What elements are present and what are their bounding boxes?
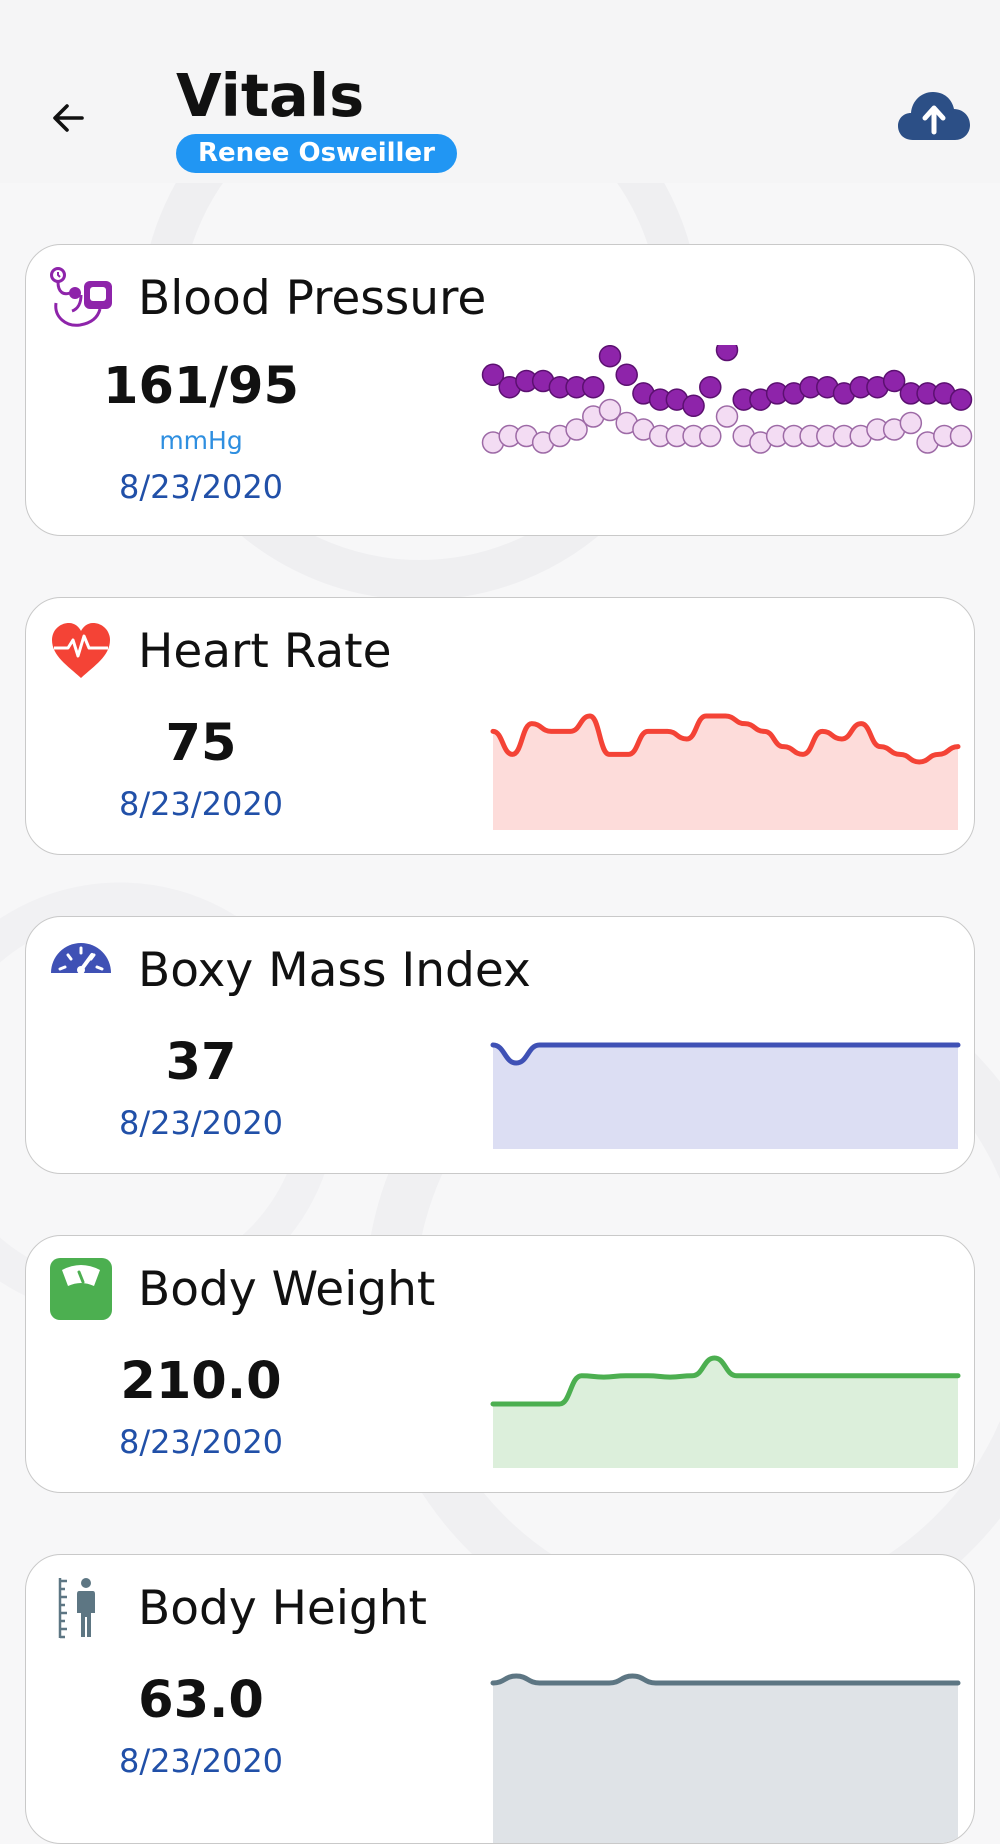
series-line	[490, 713, 961, 765]
blood-pressure-chart	[481, 345, 973, 454]
area-fill	[493, 716, 958, 830]
card-title: Blood Pressure	[138, 271, 487, 326]
blood-pressure-card[interactable]: Blood Pressure 161/95 mmHg 8/23/2020	[25, 244, 975, 536]
card-date: 8/23/2020	[118, 1104, 284, 1142]
card-title: Heart Rate	[138, 624, 392, 679]
card-date: 8/23/2020	[118, 1423, 284, 1461]
series-line	[490, 1042, 961, 1066]
bmi-chart	[490, 1042, 961, 1149]
systolic-point	[615, 363, 638, 387]
page-title: Vitals	[176, 61, 365, 130]
diastolic-point	[715, 405, 739, 428]
diastolic-point	[699, 424, 722, 448]
weight-scale-icon	[48, 1256, 114, 1322]
systolic-point	[481, 363, 505, 387]
card-title: Body Weight	[138, 1262, 436, 1317]
systolic-point	[949, 388, 973, 411]
series-line	[490, 1673, 961, 1686]
heart-pulse-icon	[48, 618, 114, 684]
card-value: 161/95	[102, 357, 300, 416]
card-value: 37	[165, 1033, 237, 1092]
card-value: 210.0	[120, 1352, 282, 1411]
patient-name-badge: Renee Osweiller	[176, 134, 457, 173]
card-date: 8/23/2020	[118, 468, 284, 506]
systolic-point	[699, 375, 722, 399]
area-fill	[493, 1045, 958, 1149]
diastolic-point	[899, 411, 923, 435]
card-value: 75	[165, 714, 237, 773]
body-weight-card[interactable]: Body Weight 210.0 8/23/2020	[25, 1235, 975, 1493]
arrow-left-icon	[53, 104, 84, 132]
card-value: 63.0	[138, 1671, 264, 1730]
card-date: 8/23/2020	[118, 1742, 284, 1780]
systolic-point	[598, 345, 622, 368]
area-fill	[493, 1676, 958, 1843]
upload-button[interactable]	[896, 86, 972, 146]
systolic-point	[582, 375, 605, 399]
area-fill	[493, 1358, 958, 1468]
diastolic-point	[598, 398, 622, 422]
heart-rate-card[interactable]: Heart Rate 75 8/23/2020	[25, 597, 975, 855]
bmi-card[interactable]: Boxy Mass Index 37 8/23/2020	[25, 916, 975, 1174]
body-weight-chart	[490, 1355, 961, 1468]
bmi-gauge-icon	[48, 937, 114, 1003]
sphygmomanometer-icon	[48, 265, 114, 331]
card-title: Boxy Mass Index	[138, 943, 531, 998]
app-header: Vitals Renee Osweiller	[0, 0, 1000, 183]
diastolic-point	[565, 418, 588, 441]
back-button[interactable]	[40, 90, 96, 146]
systolic-point	[682, 394, 705, 418]
systolic-point	[715, 345, 739, 362]
systolic-point	[882, 369, 906, 393]
card-date: 8/23/2020	[118, 785, 284, 823]
series-line	[490, 1355, 961, 1407]
cloud-upload-icon	[898, 92, 970, 140]
person-height-icon	[48, 1575, 114, 1641]
body-height-card[interactable]: Body Height 63.0 8/23/2020	[25, 1554, 975, 1844]
diastolic-point	[949, 424, 973, 448]
card-unit: mmHg	[159, 426, 243, 455]
card-title: Body Height	[138, 1581, 427, 1636]
heart-rate-chart	[490, 713, 961, 830]
body-height-chart	[490, 1673, 961, 1843]
